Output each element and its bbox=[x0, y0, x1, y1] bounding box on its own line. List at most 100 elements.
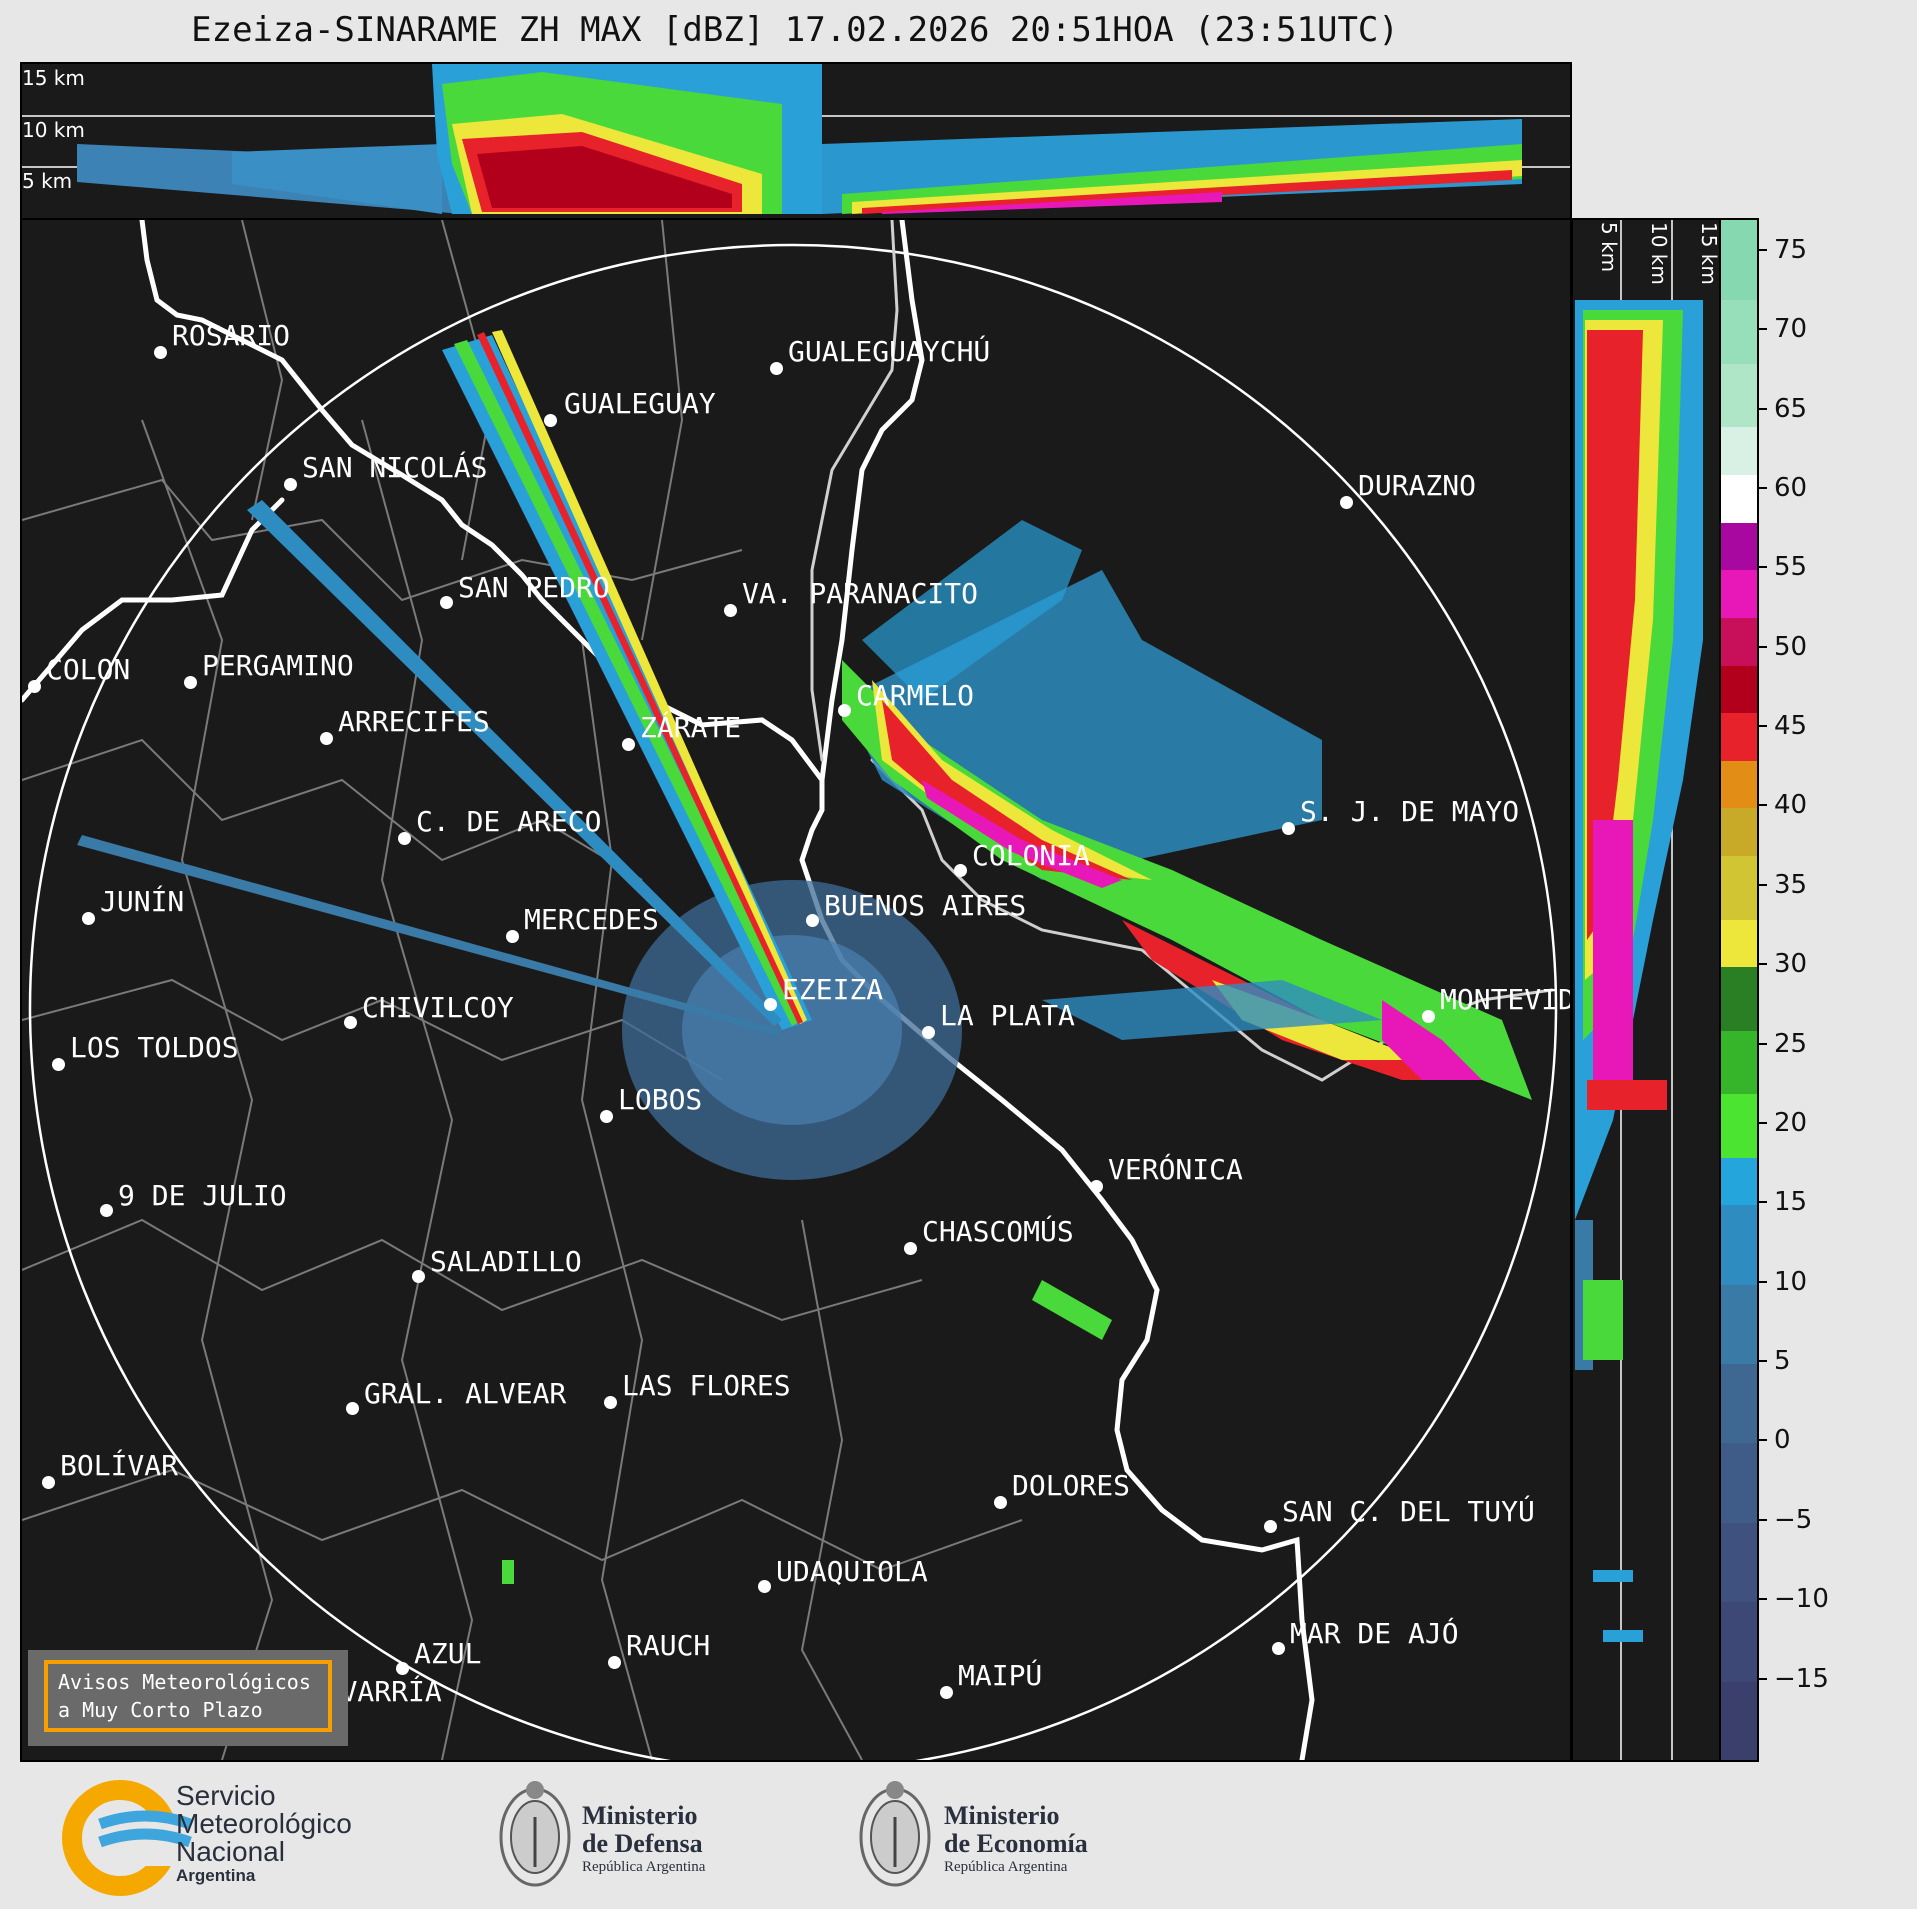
city-marker-los-toldos bbox=[52, 1058, 65, 1071]
city-marker-san-c-del-tuyu bbox=[1264, 1520, 1277, 1533]
city-label-chascomus: CHASCOMÚS bbox=[922, 1215, 1074, 1248]
colorbar-tick-label: 35 bbox=[1774, 869, 1808, 900]
colorbar-tick-label: 30 bbox=[1774, 949, 1808, 980]
colorbar-tick bbox=[1757, 566, 1767, 569]
colorbar-tick bbox=[1757, 1518, 1767, 1521]
colorbar-band bbox=[1721, 1442, 1757, 1523]
avisos-meteorologicos-button[interactable]: Avisos Meteorológicos a Muy Corto Plazo bbox=[44, 1660, 332, 1732]
colorbar-tick-label: −5 bbox=[1774, 1504, 1813, 1535]
colorbar-band bbox=[1721, 807, 1757, 857]
colorbar-tick-label: 60 bbox=[1774, 472, 1808, 503]
city-label-san-pedro: SAN PEDRO bbox=[458, 571, 610, 604]
colorbar-band bbox=[1721, 1156, 1757, 1206]
rivers-coastline bbox=[22, 220, 1554, 1760]
colorbar-tick bbox=[1757, 1439, 1767, 1442]
city-label-rauch: RAUCH bbox=[626, 1629, 711, 1662]
avisos-panel[interactable]: Avisos Meteorológicos a Muy Corto Plazo bbox=[28, 1650, 348, 1746]
smn-logo-icon bbox=[62, 1780, 210, 1896]
city-label-mar-de-ajo: MAR DE AJÓ bbox=[1290, 1617, 1459, 1650]
smn-line1: Servicio bbox=[176, 1780, 276, 1811]
city-label-las-flores: LAS FLORES bbox=[622, 1369, 791, 1402]
city-label-durazno: DURAZNO bbox=[1358, 469, 1477, 502]
city-label-zarate: ZÁRATE bbox=[640, 711, 742, 744]
city-label-pergamino: PERGAMINO bbox=[202, 649, 354, 682]
colorbar-band bbox=[1721, 1680, 1757, 1760]
city-marker-azul bbox=[396, 1662, 409, 1675]
top-profile-echoes bbox=[22, 64, 1570, 214]
height-label-5km: 5 km bbox=[22, 169, 73, 193]
colorbar-band bbox=[1721, 474, 1757, 523]
defensa-line1: Ministerio bbox=[582, 1801, 698, 1830]
city-marker-gualeguaychu bbox=[770, 362, 783, 375]
city-label-rosario: ROSARIO bbox=[172, 319, 291, 352]
city-marker-bolivar bbox=[42, 1476, 55, 1489]
colorbar-tick bbox=[1757, 883, 1767, 886]
colorbar-band bbox=[1721, 1204, 1757, 1285]
colorbar-band bbox=[1721, 1029, 1757, 1095]
radar-map-graphics bbox=[22, 220, 1558, 1760]
city-marker-carmelo bbox=[838, 704, 851, 717]
city-label-la-plata: LA PLATA bbox=[940, 999, 1075, 1032]
city-marker-ezeiza bbox=[764, 998, 777, 1011]
colorbar-tick-label: 0 bbox=[1774, 1425, 1791, 1456]
city-marker-s-j-de-mayo bbox=[1282, 822, 1295, 835]
city-marker-montevideo bbox=[1422, 1010, 1435, 1023]
colorbar-tick bbox=[1757, 645, 1767, 648]
city-marker-gral-alvear bbox=[346, 1402, 359, 1415]
colorbar-tick-label: 5 bbox=[1774, 1346, 1791, 1377]
city-label-los-toldos: LOS TOLDOS bbox=[70, 1031, 239, 1064]
colorbar-tick-label: 70 bbox=[1774, 314, 1808, 345]
city-marker-colonia bbox=[954, 864, 967, 877]
side-profile-echoes bbox=[1575, 220, 1703, 1760]
city-marker-va-paranacito bbox=[724, 604, 737, 617]
city-marker-chivilcoy bbox=[344, 1016, 357, 1029]
city-marker-la-plata bbox=[922, 1026, 935, 1039]
city-marker-rauch bbox=[608, 1656, 621, 1669]
colorbar-tick-label: 20 bbox=[1774, 1107, 1808, 1138]
colorbar-tick-label: −15 bbox=[1774, 1663, 1829, 1694]
city-label-udaquiola: UDAQUIOLA bbox=[776, 1555, 928, 1588]
colorbar-tick-label: 50 bbox=[1774, 631, 1808, 662]
city-label-chivilcoy: CHIVILCOY bbox=[362, 991, 514, 1024]
colorbar-band bbox=[1721, 616, 1757, 666]
footer-logos: Servicio Meteorológico Nacional Argentin… bbox=[0, 1764, 1917, 1909]
colorbar-band bbox=[1721, 855, 1757, 920]
height-label-15km: 15 km bbox=[22, 66, 85, 90]
colorbar-tick bbox=[1757, 1121, 1767, 1124]
city-marker-lobos bbox=[600, 1110, 613, 1123]
colorbar-band bbox=[1721, 362, 1757, 428]
colorbar-band bbox=[1721, 1093, 1757, 1158]
colorbar-tick-label: 55 bbox=[1774, 552, 1808, 583]
colorbar-tick bbox=[1757, 1598, 1767, 1601]
economia-line2: de Economía bbox=[944, 1829, 1088, 1858]
economia-emblem-icon bbox=[859, 1781, 931, 1887]
city-marker-veronica bbox=[1090, 1180, 1103, 1193]
city-marker-9-de-julio bbox=[100, 1204, 113, 1217]
colorbar-tick-label: 15 bbox=[1774, 1187, 1808, 1218]
city-label-junin: JUNÍN bbox=[100, 885, 185, 918]
side-height-label-5km: 5 km bbox=[1597, 222, 1621, 273]
city-label-gral-alvear: GRAL. ALVEAR bbox=[364, 1377, 567, 1410]
city-label-veronica: VERÓNICA bbox=[1108, 1153, 1243, 1186]
city-marker-rosario bbox=[154, 346, 167, 359]
city-label-lobos: LOBOS bbox=[618, 1083, 703, 1116]
city-marker-pergamino bbox=[184, 676, 197, 689]
city-marker-durazno bbox=[1340, 496, 1353, 509]
colorbar-band bbox=[1721, 299, 1757, 364]
city-marker-dolores bbox=[994, 1496, 1007, 1509]
colorbar-band bbox=[1721, 220, 1757, 301]
city-label-9-de-julio: 9 DE JULIO bbox=[118, 1179, 287, 1212]
top-height-profile-panel: 15 km 10 km 5 km bbox=[20, 62, 1572, 220]
city-label-colon: COLON bbox=[46, 653, 131, 686]
city-label-arrecifes: ARRECIFES bbox=[338, 705, 490, 738]
colorbar-band bbox=[1721, 569, 1757, 618]
smn-line4: Argentina bbox=[176, 1866, 256, 1885]
colorbar-tick bbox=[1757, 486, 1767, 489]
colorbar-tick bbox=[1757, 804, 1767, 807]
city-marker-mercedes bbox=[506, 930, 519, 943]
colorbar-band bbox=[1721, 712, 1757, 761]
city-label-san-nicolas: SAN NICOLÁS bbox=[302, 451, 488, 484]
colorbar-band bbox=[1721, 966, 1757, 1031]
city-marker-san-nicolas bbox=[284, 478, 297, 491]
colorbar-tick-label: 40 bbox=[1774, 790, 1808, 821]
